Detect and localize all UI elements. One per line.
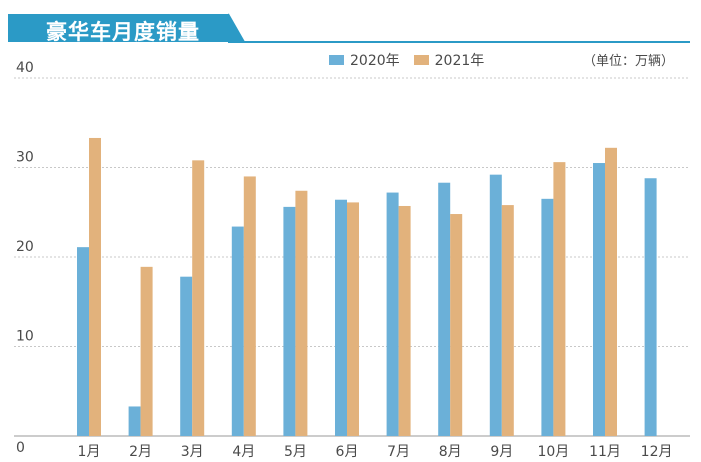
bar-2021-4 xyxy=(243,176,256,436)
y-tick-label-30: 30 xyxy=(16,150,34,166)
x-tick-label-3: 3月 xyxy=(181,444,204,460)
chart-title: 豪华车月度销量 xyxy=(46,20,200,44)
bar-2020-5 xyxy=(283,206,296,436)
legend-item-2020: 2020年 xyxy=(329,50,400,70)
title-banner xyxy=(8,13,690,43)
x-tick-label-12: 12月 xyxy=(641,444,673,460)
bar-2020-2 xyxy=(128,406,141,436)
y-tick-label-20: 20 xyxy=(16,239,34,255)
title-banner-shape xyxy=(8,14,244,42)
bar-2021-8 xyxy=(450,214,463,436)
x-tick-label-1: 1月 xyxy=(78,444,101,460)
bar-2021-2 xyxy=(140,266,153,436)
bar-2020-3 xyxy=(180,276,193,436)
x-tick-label-9: 9月 xyxy=(490,444,513,460)
bar-2021-10 xyxy=(553,162,566,436)
x-tick-label-11: 11月 xyxy=(589,444,621,460)
bar-2021-3 xyxy=(192,160,205,436)
bar-2021-6 xyxy=(347,202,359,436)
bar-2020-6 xyxy=(335,199,347,436)
legend-swatch-2020 xyxy=(329,55,344,65)
x-tick-label-5: 5月 xyxy=(284,444,307,460)
legend-item-2021: 2021年 xyxy=(413,50,485,70)
legend-label-2020: 2020年 xyxy=(350,53,400,69)
bar-2020-7 xyxy=(386,192,399,436)
bar-2020-1 xyxy=(77,247,89,436)
bar-2021-1 xyxy=(89,137,101,436)
legend-swatch-2021 xyxy=(413,55,429,65)
bar-2020-12 xyxy=(644,178,657,437)
bar-2020-10 xyxy=(541,198,554,436)
bar-2020-11 xyxy=(593,163,605,436)
y-tick-label-10: 10 xyxy=(16,329,34,345)
x-tick-label-2: 2月 xyxy=(129,444,152,460)
legend: 2020年 2021年 xyxy=(329,50,498,70)
x-tick-label-10: 10月 xyxy=(537,444,569,460)
x-tick-label-6: 6月 xyxy=(336,444,359,460)
title-banner-slant xyxy=(227,13,245,43)
x-tick-label-7: 7月 xyxy=(387,444,410,460)
bar-2021-11 xyxy=(605,147,617,436)
y-tick-label-0: 0 xyxy=(16,440,25,456)
unit-note: （单位：万辆） xyxy=(583,54,675,69)
bar-2021-7 xyxy=(398,205,411,436)
bar-2020-8 xyxy=(438,182,451,436)
bar-2021-9 xyxy=(501,205,514,436)
x-tick-label-8: 8月 xyxy=(439,444,462,460)
x-tick-label-4: 4月 xyxy=(232,444,255,460)
bar-2020-9 xyxy=(489,174,502,436)
bar-2021-5 xyxy=(295,190,308,436)
legend-label-2021: 2021年 xyxy=(434,53,485,69)
bar-2020-4 xyxy=(231,226,244,436)
y-tick-label-40: 40 xyxy=(16,60,34,76)
